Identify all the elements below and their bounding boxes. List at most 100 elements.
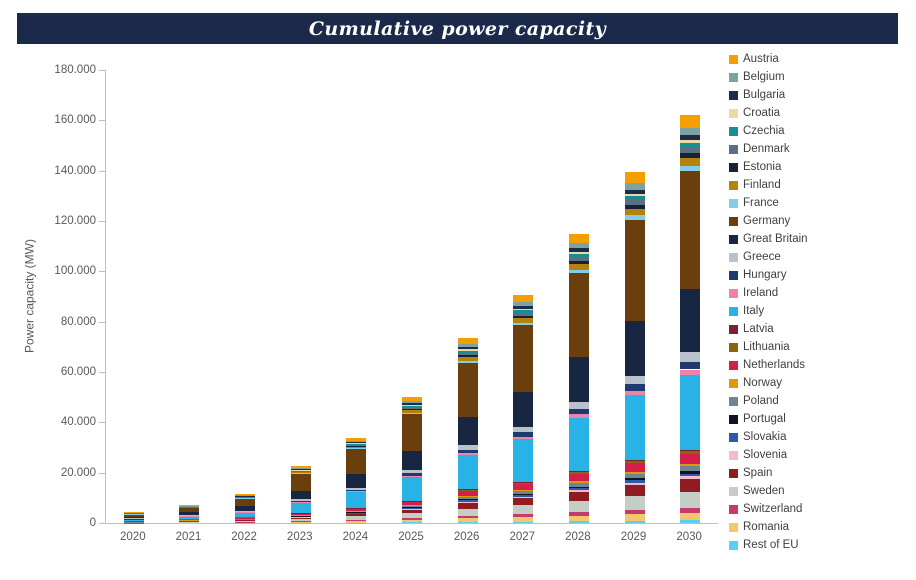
bar-segment-spain [680,478,701,492]
bar-segment-slovakia [457,500,478,502]
bar-segment-austria [402,397,422,402]
bar-segment-ireland [680,369,701,375]
bar-segment-slovenia [680,476,701,479]
bar-segment-austria [680,115,701,128]
bar-segment-croatia [402,404,422,406]
bar-segment-czechia [680,143,701,149]
bar-segment-norway [402,504,422,506]
bar-segment-italy [179,515,200,519]
legend-item-slovenia: Slovenia [729,446,808,464]
bar-segment-germany [513,325,534,392]
bar-segment-lithuania [624,460,645,464]
bar-segment-romania [568,515,589,522]
bar-segment-denmark [680,148,701,154]
legend-swatch [729,270,738,280]
bar-segment-rest-of-eu [346,522,367,523]
bar-segment-germany [568,273,589,358]
legend-label: Bulgaria [743,89,786,101]
bar-segment-latvia [457,489,478,490]
y-tick-label: 80.000 [60,315,96,328]
chart-title-bar: Cumulative power capacity [17,13,898,44]
bar-segment-latvia [624,459,645,461]
bar-segment-spain [624,485,645,496]
bar-segment-ireland [402,475,422,478]
bar-segment-bulgaria [346,442,367,444]
bar-segment-lithuania [513,482,534,484]
bar-segment-greece [290,499,311,501]
legend-item-slovakia: Slovakia [729,428,808,446]
legend-label: Switzerland [743,503,803,515]
bar-segment-greece [402,470,422,474]
bar-segment-norway [568,481,589,483]
bar-segment-bulgaria [624,189,645,194]
bar-segment-great-britain [235,506,256,511]
bar-segment-germany [680,170,701,289]
bar-segment-finland [235,497,256,498]
bar-segment-ireland [513,436,534,440]
bar-segment-estonia [513,315,534,319]
bar-segment-italy [402,477,422,501]
bar-segment-romania [513,517,534,522]
bar-segment-slovenia [402,508,422,510]
legend-item-hungary: Hungary [729,266,808,284]
bar-segment-great-britain [402,450,422,471]
legend-item-finland: Finland [729,176,808,194]
bar-segment-france [680,165,701,171]
bar-segment-germany [123,513,144,517]
bar-segment-bulgaria [290,468,311,470]
legend-label: Slovenia [743,449,788,461]
y-axis-title: Power capacity (MW) [22,238,37,354]
bar-segment-belgium [624,183,645,190]
bar-segment-great-britain [346,474,367,488]
y-tick-label: 0 [89,517,96,529]
legend-item-greece: Greece [729,248,808,266]
bar-segment-norway [346,510,367,512]
bar-segment-germany [457,363,478,417]
legend-swatch [729,396,738,406]
legend-label: Finland [743,179,781,191]
bar-segment-germany [290,473,311,491]
bar-segment-slovakia [624,480,645,483]
y-tick-mark [99,472,105,474]
bar-segment-germany [179,507,200,513]
legend-swatch [729,162,738,172]
bar-segment-hungary [290,500,311,502]
bar-segment-portugal [624,478,645,481]
bar-segment-rest-of-eu [680,520,701,523]
bar-segment-czechia [346,443,367,445]
legend-swatch [729,54,738,64]
bar-segment-sweden [513,505,534,515]
y-tick-label: 20.000 [60,466,96,479]
bar-segment-belgium [290,467,311,469]
bar-segment-sweden [680,491,701,508]
bar-segment-great-britain [123,516,144,519]
bar-segment-france [346,448,367,450]
bar-segment-germany [346,449,367,475]
legend-swatch [729,432,738,442]
chart-title: Cumulative power capacity [308,17,607,40]
bar-segment-czechia [402,405,422,408]
legend-swatch [729,108,738,118]
bar-segment-portugal [568,486,589,489]
bar-segment-rest-of-eu [402,522,422,523]
bar-segment-spain [402,509,422,514]
legend-item-latvia: Latvia [729,320,808,338]
bar-segment-norway [513,489,534,492]
bar-segment-hungary [568,409,589,415]
bar-segment-denmark [568,257,589,261]
bar-segment-finland [568,264,589,270]
bar-segment-slovakia [513,495,534,497]
legend-label: Germany [743,215,791,227]
bar-segment-great-britain [568,357,589,402]
legend-item-france: France [729,194,808,212]
x-tick-label: 2029 [620,531,647,543]
bar-segment-italy [680,374,701,451]
bar-segment-estonia [346,445,367,447]
bar-segment-denmark [402,407,422,409]
bar-segment-bulgaria [680,135,701,141]
bar-segment-netherlands [624,463,645,472]
bar-segment-netherlands [346,508,367,511]
x-tick-label: 2023 [286,531,313,543]
legend-item-denmark: Denmark [729,140,808,158]
legend-swatch [729,90,738,100]
